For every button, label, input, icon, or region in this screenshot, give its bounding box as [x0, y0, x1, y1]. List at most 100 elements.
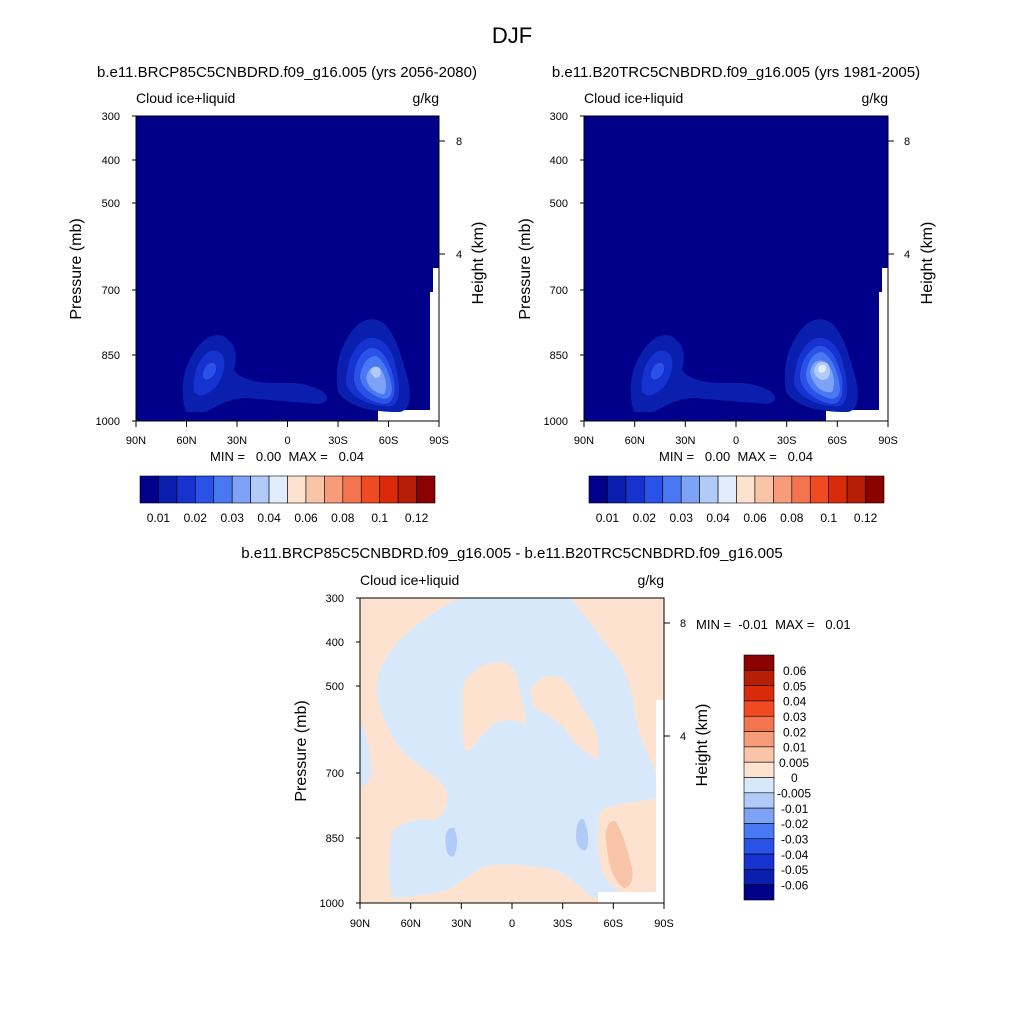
colorbar-swatch [743, 792, 775, 809]
colorbar-label: 0.06 [294, 511, 318, 525]
colorbar-label: 0.01 [596, 511, 620, 525]
colorbar-swatch [743, 670, 775, 686]
min-max-stats: MIN = 0.00 MAX = 0.04 [210, 449, 364, 464]
figure-title: DJF [492, 23, 532, 48]
y-tick-label: 500 [102, 198, 120, 210]
x-tick-label: 30S [328, 435, 348, 447]
colorbar-label: 0.12 [405, 511, 429, 525]
panel-title: b.e11.B20TRC5CNBDRD.f09_g16.005 (yrs 198… [552, 64, 920, 81]
colorbar-swatch [305, 475, 325, 504]
colorbar-label: 0.04 [783, 695, 807, 709]
contour-level-3 [203, 362, 216, 380]
colorbar-swatch [416, 475, 436, 504]
y-right-tick-label: 4 [680, 731, 686, 743]
colorbar-label: 0.1 [371, 511, 388, 525]
colorbar-label: 0.12 [854, 511, 878, 525]
y-right-axis-label: Height (km) [470, 222, 487, 305]
colorbar-label: 0.04 [257, 511, 281, 525]
colorbar-swatch [699, 475, 719, 504]
colorbar-label: -0.05 [781, 863, 809, 877]
panel-20thc: b.e11.B20TRC5CNBDRD.f09_g16.005 (yrs 198… [517, 64, 936, 525]
x-tick-label: 60S [379, 435, 399, 447]
contour-field [135, 115, 440, 422]
y-axis-right: 8 4 Height (km) [439, 136, 487, 304]
colorbar-label: 0.08 [331, 511, 355, 525]
panel-difference: b.e11.BRCP85C5CNBDRD.f09_g16.005 - b.e11… [241, 545, 850, 930]
y-axis-left: 300 400 500 700 850 1000 Pressure (mb) [293, 593, 360, 910]
missing-data-region [826, 268, 888, 421]
y-tick-label: 300 [102, 111, 120, 123]
colorbar-label: 0.01 [147, 511, 171, 525]
y-axis-left: 300 400 500 700 850 1000 Pressure (mb) [68, 111, 136, 428]
colorbar-label: 0.05 [783, 679, 807, 693]
colorbar-swatches [743, 654, 775, 901]
x-tick-label: 30N [227, 435, 247, 447]
colorbar-label: 0.03 [221, 511, 245, 525]
colorbar-swatch [379, 475, 399, 504]
y-tick-label: 850 [326, 833, 344, 845]
y-tick-label: 400 [550, 155, 568, 167]
colorbar-swatch [743, 700, 775, 717]
min-max-stats: MIN = 0.00 MAX = 0.04 [659, 449, 813, 464]
y-tick-label: 300 [550, 111, 568, 123]
y-tick-label: 1000 [320, 898, 344, 910]
colorbar-swatch [743, 654, 775, 671]
colorbar-label: -0.04 [781, 848, 809, 862]
colorbar-swatch [139, 475, 159, 504]
colorbar-label: 0.02 [783, 725, 807, 739]
y-tick-label: 500 [550, 198, 568, 210]
panel-rcp85: b.e11.BRCP85C5CNBDRD.f09_g16.005 (yrs 20… [68, 64, 487, 525]
colorbar-swatch [176, 475, 196, 504]
colorbar-swatch [644, 475, 664, 504]
y-tick-label: 500 [326, 681, 344, 693]
colorbar-label: -0.02 [781, 817, 809, 831]
positive-anomaly-region [530, 675, 599, 760]
negative-anomaly-region [576, 818, 589, 851]
positive-anomaly-region [462, 661, 526, 752]
x-tick-label: 0 [284, 435, 290, 447]
contour-field [359, 597, 665, 904]
y-tick-label: 1000 [96, 416, 120, 428]
colorbar-label: 0.03 [670, 511, 694, 525]
colorbar-swatch [743, 884, 775, 901]
y-axis-left: 300 400 500 700 850 1000 Pressure (mb) [517, 111, 584, 428]
negative-anomaly-region [445, 827, 457, 857]
missing-data-region [378, 268, 439, 421]
y-right-tick-label: 8 [904, 136, 910, 148]
x-tick-label: 60N [401, 918, 421, 930]
y-tick-label: 850 [102, 350, 120, 362]
colorbar-swatch [809, 475, 829, 504]
colorbar-label: 0.005 [779, 756, 809, 770]
colorbar-swatch [607, 475, 627, 504]
colorbar-swatch [743, 761, 775, 778]
contour-level-7 [818, 364, 826, 373]
colorbar-label: -0.01 [781, 802, 809, 816]
colorbar-swatch [791, 475, 811, 504]
y-right-tick-label: 8 [456, 136, 462, 148]
y-axis-label: Pressure (mb) [517, 218, 534, 319]
colorbar-swatch [158, 475, 178, 504]
colorbar-swatch [195, 475, 215, 504]
colorbar-swatch [625, 475, 645, 504]
colorbar-swatch [342, 475, 362, 504]
colorbar-label: 0.06 [743, 511, 767, 525]
colorbar-swatch [865, 475, 885, 504]
positive-anomaly-region [605, 821, 633, 888]
colorbar: 0.01 0.02 0.03 0.04 0.06 0.08 0.1 0.12 [588, 475, 885, 525]
y-tick-label: 300 [326, 593, 344, 605]
colorbar-label: -0.005 [777, 787, 811, 801]
x-tick-label: 90N [574, 435, 594, 447]
contour-level-3 [651, 362, 664, 380]
x-axis: 90N 60N 30N 0 30S 60S 90S [350, 903, 674, 930]
y-axis-label: Pressure (mb) [293, 700, 310, 801]
x-tick-label: 0 [733, 435, 739, 447]
colorbar-swatch [213, 475, 233, 504]
colorbar-swatch [828, 475, 848, 504]
colorbar-swatch [743, 853, 775, 870]
colorbar-swatch [680, 475, 700, 504]
variable-label: Cloud ice+liquid [360, 572, 459, 588]
y-tick-label: 400 [102, 155, 120, 167]
y-right-tick-label: 4 [904, 249, 910, 261]
colorbar-label: 0.02 [184, 511, 208, 525]
